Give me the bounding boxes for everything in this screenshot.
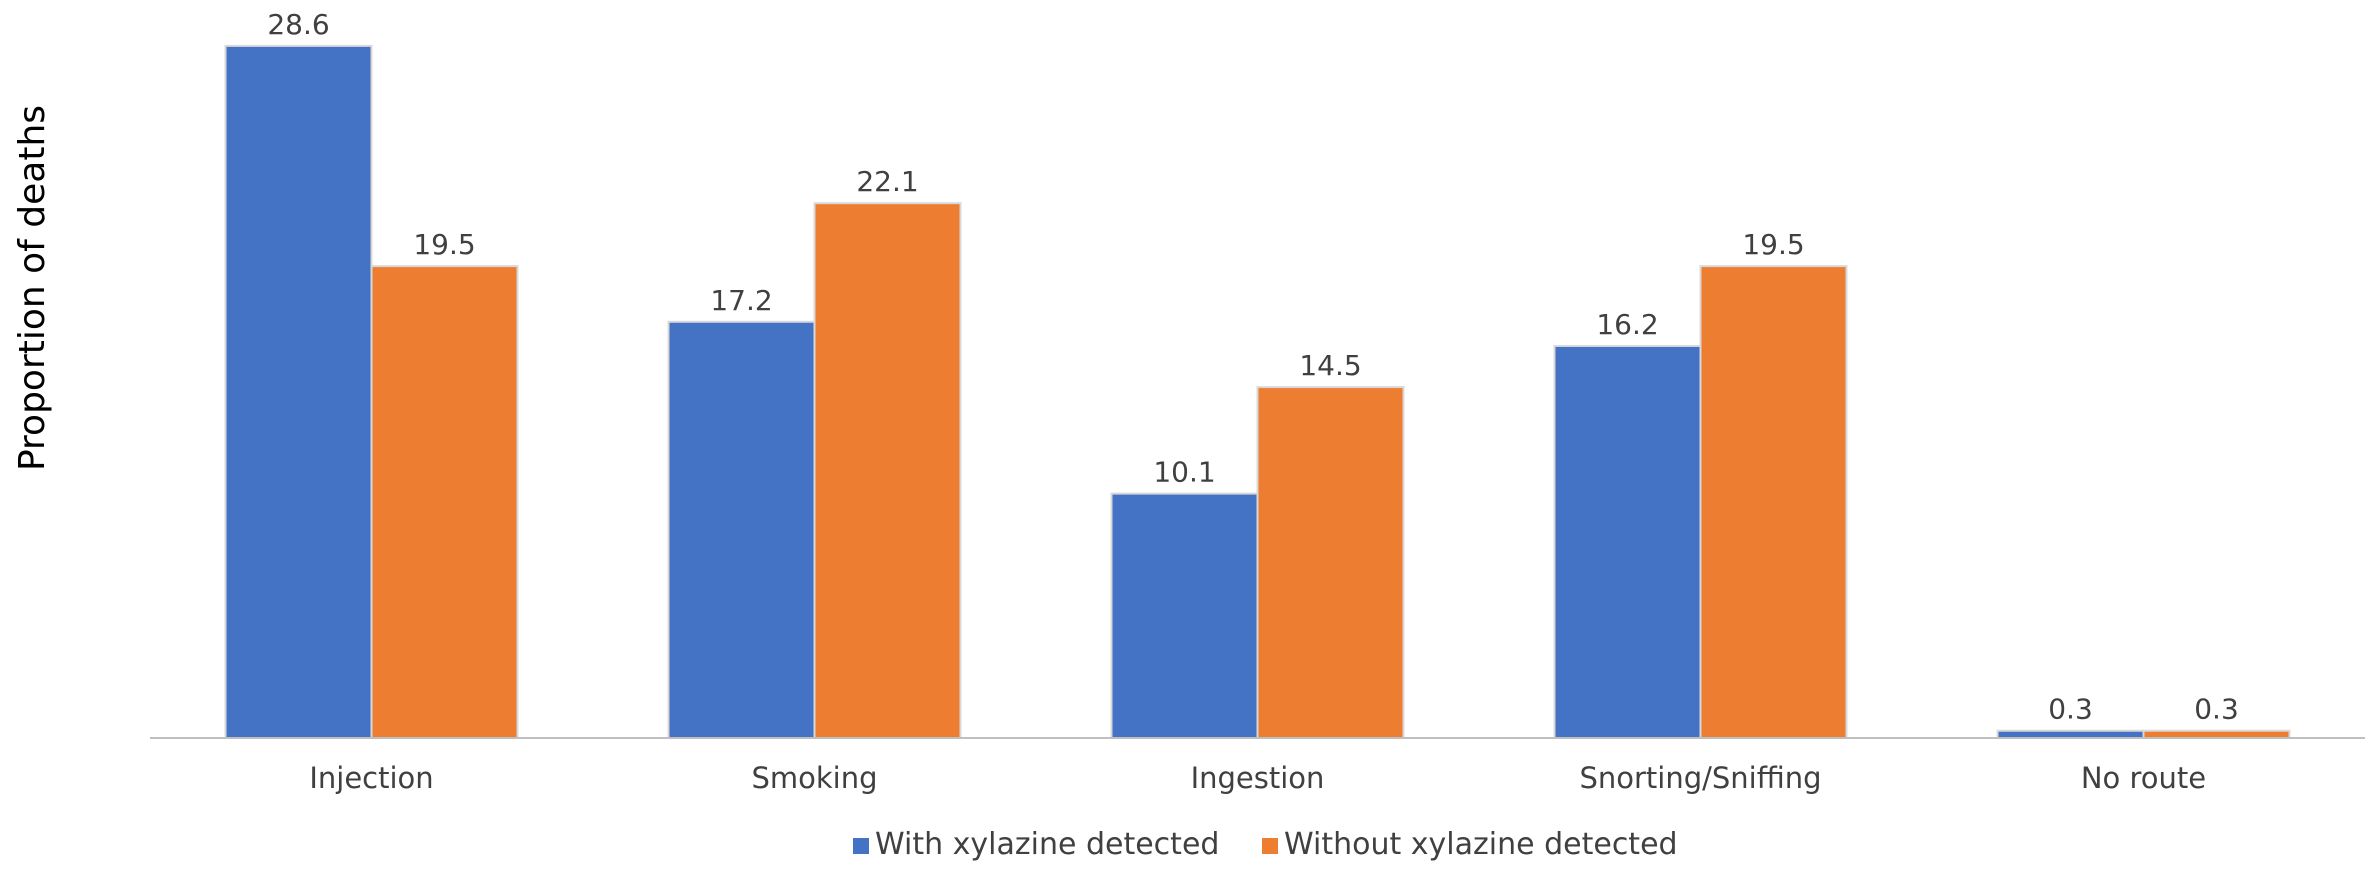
legend-label: With xylazine detected	[875, 827, 1219, 862]
data-label: 28.6	[267, 8, 329, 41]
value-labels-group: 28.6 19.5 17.2 22.1 10.1 14.5 16.2 19.5 0.3 0.3	[267, 8, 2238, 726]
y-axis-label: Proportion of deaths	[12, 105, 53, 471]
x-tick-label: Injection	[309, 761, 433, 795]
bar-with-xylazine-1	[667, 320, 816, 739]
bar-with-xylazine-4	[1996, 729, 2145, 739]
x-tick-label: Ingestion	[1191, 761, 1325, 795]
data-label: 19.5	[1742, 228, 1804, 261]
legend-label: Without xylazine detected	[1284, 827, 1678, 862]
data-label: 0.3	[2194, 693, 2239, 726]
data-label: 0.3	[2048, 693, 2093, 726]
x-tick-label: No route	[2081, 761, 2206, 795]
bar-with-xylazine-0	[224, 44, 373, 739]
bar-without-xylazine-2	[1256, 386, 1405, 739]
legend-swatch	[853, 838, 869, 854]
bar-without-xylazine-4	[2142, 729, 2291, 739]
x-tick-labels-group: Injection Smoking Ingestion Snorting/Sniffi…	[309, 761, 2206, 795]
bar-without-xylazine-0	[370, 265, 519, 739]
x-tick-label: Smoking	[751, 761, 877, 795]
legend-swatch	[1262, 838, 1278, 854]
data-label: 16.2	[1596, 308, 1658, 341]
data-label: 10.1	[1153, 456, 1215, 489]
legend: With xylazine detected Without xylazine d…	[853, 827, 1678, 862]
bar-without-xylazine-1	[813, 202, 962, 739]
data-label: 14.5	[1299, 349, 1361, 382]
bar-with-xylazine-3	[1553, 344, 1702, 739]
x-tick-label: Snorting/Sniffing	[1579, 761, 1821, 795]
bars-group	[224, 44, 2291, 739]
bar-without-xylazine-3	[1699, 265, 1848, 739]
data-label: 19.5	[413, 228, 475, 261]
bar-with-xylazine-2	[1110, 492, 1259, 739]
data-label: 22.1	[856, 165, 918, 198]
data-label: 17.2	[710, 284, 772, 317]
